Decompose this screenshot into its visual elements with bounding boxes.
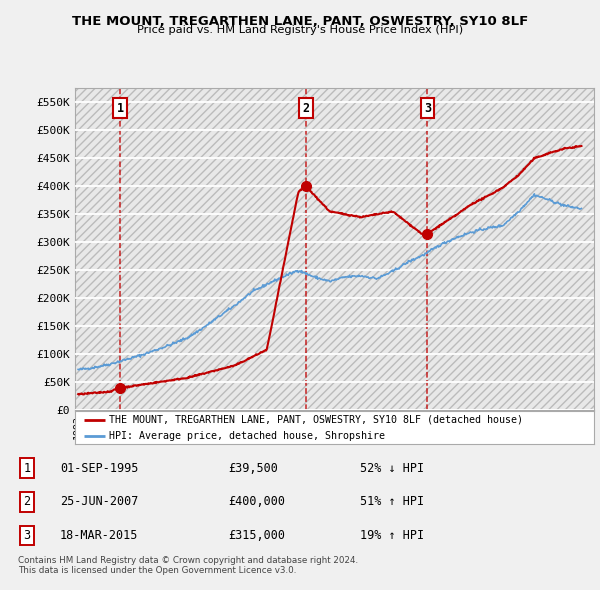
Text: HPI: Average price, detached house, Shropshire: HPI: Average price, detached house, Shro…: [109, 431, 385, 441]
Text: 01-SEP-1995: 01-SEP-1995: [60, 461, 139, 475]
Text: £39,500: £39,500: [228, 461, 278, 475]
Text: THE MOUNT, TREGARTHEN LANE, PANT, OSWESTRY, SY10 8LF: THE MOUNT, TREGARTHEN LANE, PANT, OSWEST…: [72, 15, 528, 28]
Text: Price paid vs. HM Land Registry's House Price Index (HPI): Price paid vs. HM Land Registry's House …: [137, 25, 463, 35]
Text: 1: 1: [23, 461, 31, 475]
Text: THE MOUNT, TREGARTHEN LANE, PANT, OSWESTRY, SY10 8LF (detached house): THE MOUNT, TREGARTHEN LANE, PANT, OSWEST…: [109, 415, 523, 425]
Text: 2: 2: [23, 495, 31, 509]
Text: 2: 2: [302, 101, 310, 114]
Text: 18-MAR-2015: 18-MAR-2015: [60, 529, 139, 542]
Text: 3: 3: [424, 101, 431, 114]
Text: 1: 1: [116, 101, 124, 114]
Text: £400,000: £400,000: [228, 495, 285, 509]
Text: 25-JUN-2007: 25-JUN-2007: [60, 495, 139, 509]
Text: 3: 3: [23, 529, 31, 542]
Text: 19% ↑ HPI: 19% ↑ HPI: [360, 529, 424, 542]
Text: Contains HM Land Registry data © Crown copyright and database right 2024.
This d: Contains HM Land Registry data © Crown c…: [18, 556, 358, 575]
Text: 51% ↑ HPI: 51% ↑ HPI: [360, 495, 424, 509]
Text: £315,000: £315,000: [228, 529, 285, 542]
Text: 52% ↓ HPI: 52% ↓ HPI: [360, 461, 424, 475]
